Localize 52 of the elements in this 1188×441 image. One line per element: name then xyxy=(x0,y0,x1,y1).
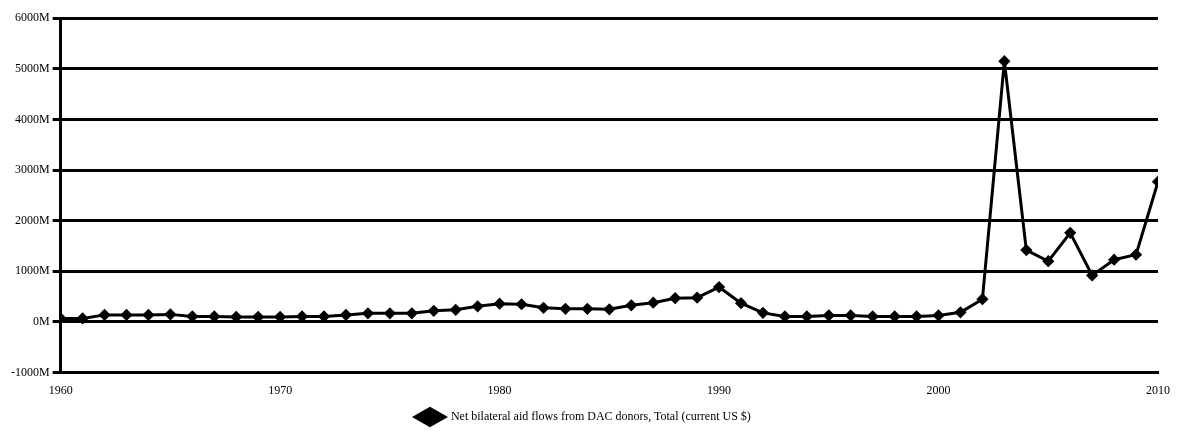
point xyxy=(998,55,1010,67)
point xyxy=(406,307,418,319)
x-tick-label: 2010 xyxy=(1146,382,1170,397)
point xyxy=(428,305,440,317)
point xyxy=(691,292,703,304)
x-tick-label: 1970 xyxy=(268,382,293,397)
point xyxy=(713,281,725,293)
y-tick-label: 1000M xyxy=(14,263,50,278)
point xyxy=(450,304,462,316)
point xyxy=(99,309,111,321)
point xyxy=(581,303,593,315)
point xyxy=(362,307,374,319)
point xyxy=(1020,244,1032,256)
point xyxy=(1130,249,1142,261)
y-tick-label: 2000M xyxy=(14,212,50,227)
point xyxy=(77,312,89,324)
point xyxy=(1108,254,1120,266)
point xyxy=(976,293,988,305)
x-tick-label: 1980 xyxy=(487,382,512,397)
point xyxy=(735,297,747,309)
point xyxy=(1086,269,1098,281)
point xyxy=(933,309,945,321)
point xyxy=(845,309,857,321)
y-tick-label: 3000M xyxy=(14,162,50,177)
point xyxy=(603,303,615,315)
point xyxy=(537,302,549,314)
y-tick-label: -1000M xyxy=(10,364,50,379)
point xyxy=(669,292,681,304)
point xyxy=(625,299,637,311)
point xyxy=(559,303,571,315)
point xyxy=(494,298,506,310)
legend-label: Net bilateral aid flows from DAC donors, Total (current US $) xyxy=(450,409,751,424)
y-tick-label: 5000M xyxy=(14,60,50,75)
point xyxy=(1042,255,1054,267)
x-tick-label: 1960 xyxy=(48,382,73,397)
x-tick-label: 1990 xyxy=(707,382,732,397)
point xyxy=(472,300,484,312)
y-tick-label: 4000M xyxy=(14,111,50,126)
point xyxy=(142,309,154,321)
point xyxy=(1064,227,1076,239)
point xyxy=(164,308,176,320)
point xyxy=(954,306,966,318)
point xyxy=(516,298,528,310)
point xyxy=(384,307,396,319)
point xyxy=(757,307,769,319)
y-tick-label: 0M xyxy=(32,314,50,329)
y-tick-label: 6000M xyxy=(14,10,50,25)
point xyxy=(647,297,659,309)
point xyxy=(823,309,835,321)
point xyxy=(340,309,352,321)
point xyxy=(121,309,133,321)
x-tick-label: 2000 xyxy=(926,382,951,397)
